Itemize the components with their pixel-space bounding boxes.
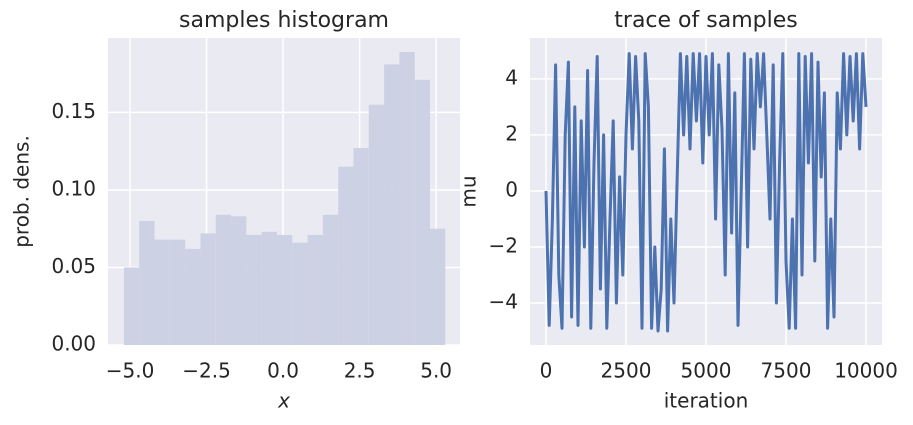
y-tick-label: 0.05	[51, 254, 96, 278]
bar	[185, 248, 201, 345]
x-tick-label: 2500	[601, 359, 652, 383]
bar	[414, 79, 431, 345]
bar	[322, 214, 339, 345]
bar	[139, 220, 155, 345]
bar	[292, 242, 308, 345]
y-tick-label: 0.00	[51, 332, 96, 356]
bar	[123, 267, 140, 345]
y-axis-label: mu	[457, 175, 481, 207]
bar	[338, 166, 354, 345]
y-tick-label: 0.15	[51, 99, 96, 123]
bar	[200, 233, 216, 345]
x-tick-label: 0.0	[267, 359, 299, 383]
bar	[246, 234, 262, 345]
bar	[215, 214, 232, 345]
bar	[399, 51, 415, 346]
bar	[384, 64, 400, 346]
chart-title: samples histogram	[179, 8, 389, 33]
bar	[276, 234, 293, 345]
x-tick-label: 5.0	[420, 359, 452, 383]
bar	[231, 216, 247, 345]
x-tick-label: 0	[540, 359, 553, 383]
bar	[430, 228, 446, 345]
bar	[353, 148, 369, 345]
x-tick-label: −5.0	[106, 359, 155, 383]
x-axis-label: x	[277, 389, 290, 413]
x-tick-label: −2.5	[182, 359, 231, 383]
bar	[368, 104, 385, 345]
y-tick-label: 2	[505, 121, 518, 145]
y-axis-label: prob. dens.	[10, 135, 34, 248]
y-tick-label: −2	[489, 233, 518, 257]
x-tick-label: 7500	[761, 359, 812, 383]
chart-title: trace of samples	[614, 8, 797, 33]
bar	[169, 239, 186, 345]
x-tick-label: 10000	[834, 359, 898, 383]
bar	[154, 239, 170, 345]
y-tick-label: 0	[505, 177, 518, 201]
y-tick-label: 4	[505, 65, 518, 89]
x-axis-label: iteration	[664, 389, 749, 413]
bar	[307, 234, 323, 345]
x-tick-label: 2.5	[344, 359, 376, 383]
x-tick-label: 5000	[681, 359, 732, 383]
y-tick-label: −4	[489, 289, 518, 313]
trace-line	[544, 52, 868, 333]
y-tick-label: 0.10	[51, 176, 96, 200]
bar	[261, 231, 277, 345]
